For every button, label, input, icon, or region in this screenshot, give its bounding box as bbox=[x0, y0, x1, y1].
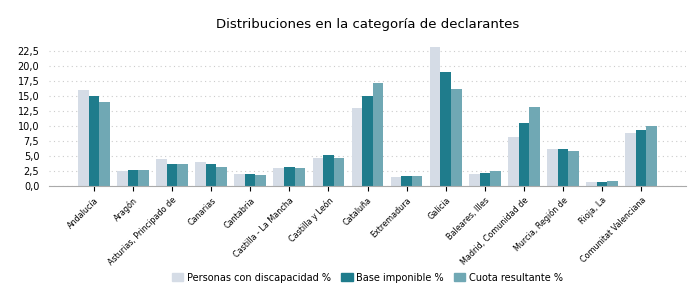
Bar bbox=[334, 158, 344, 186]
Bar bbox=[323, 155, 334, 186]
Bar bbox=[558, 149, 568, 186]
Bar bbox=[351, 108, 362, 186]
Bar bbox=[177, 164, 188, 186]
Bar bbox=[156, 159, 167, 186]
Legend: Personas con discapacidad %, Base imponible %, Cuota resultante %: Personas con discapacidad %, Base imponi… bbox=[168, 269, 567, 286]
Bar bbox=[636, 130, 647, 186]
Bar bbox=[440, 72, 451, 186]
Bar bbox=[430, 47, 440, 186]
Title: Distribuciones en la categoría de declarantes: Distribuciones en la categoría de declar… bbox=[216, 18, 519, 31]
Bar bbox=[469, 174, 480, 186]
Bar bbox=[362, 96, 373, 186]
Bar bbox=[99, 102, 110, 186]
Bar bbox=[117, 171, 127, 186]
Bar bbox=[295, 168, 305, 186]
Bar bbox=[412, 176, 422, 186]
Bar bbox=[547, 149, 558, 186]
Bar bbox=[313, 158, 323, 186]
Bar bbox=[401, 176, 412, 186]
Bar bbox=[587, 182, 597, 186]
Bar bbox=[373, 83, 384, 186]
Bar bbox=[245, 174, 255, 186]
Bar bbox=[647, 126, 657, 186]
Bar bbox=[625, 133, 636, 186]
Bar bbox=[78, 90, 88, 186]
Bar bbox=[519, 123, 529, 186]
Bar bbox=[391, 177, 401, 186]
Bar bbox=[138, 170, 148, 186]
Bar bbox=[490, 171, 500, 186]
Bar bbox=[88, 96, 99, 186]
Bar bbox=[195, 162, 206, 186]
Bar bbox=[127, 170, 138, 186]
Bar bbox=[508, 137, 519, 186]
Bar bbox=[480, 173, 490, 186]
Bar bbox=[284, 167, 295, 186]
Bar bbox=[568, 151, 579, 186]
Bar bbox=[529, 107, 540, 186]
Bar bbox=[274, 168, 284, 186]
Bar bbox=[234, 174, 245, 186]
Bar bbox=[216, 167, 227, 186]
Bar bbox=[608, 181, 618, 186]
Bar bbox=[597, 182, 608, 186]
Bar bbox=[167, 164, 177, 186]
Bar bbox=[451, 89, 461, 186]
Bar bbox=[256, 175, 266, 186]
Bar bbox=[206, 164, 216, 186]
